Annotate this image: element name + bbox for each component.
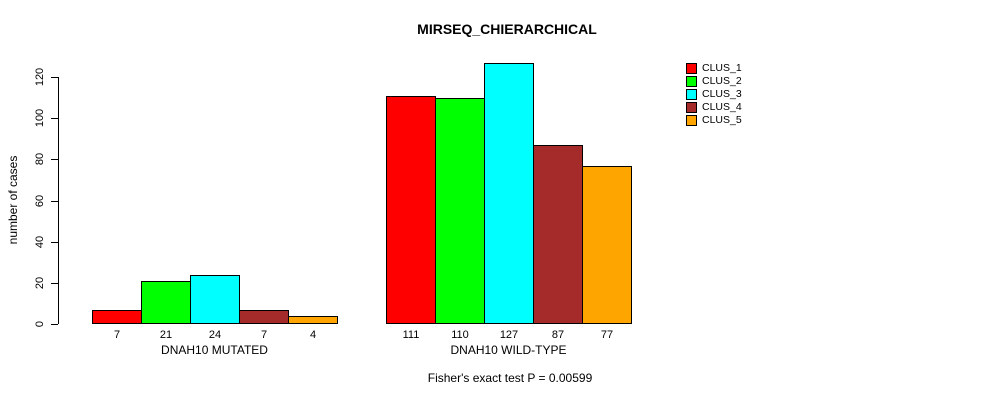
legend-swatch-icon [686, 115, 697, 126]
legend-item-clus_3: CLUS_3 [686, 88, 742, 101]
y-tick-mark [51, 77, 58, 78]
legend: CLUS_1 CLUS_2 CLUS_3 CLUS_4 CLUS_5 [686, 62, 742, 127]
chart-title: MIRSEQ_CHIERARCHICAL [417, 21, 597, 37]
y-tick-label: 60 [34, 194, 46, 208]
bar-clus_4-wild-type [533, 145, 583, 324]
bar-value-label: 24 [208, 329, 222, 341]
bar-value-label: 4 [309, 329, 317, 341]
bar-clus_2-mutated [141, 281, 191, 324]
bar-clus_3-wild-type [484, 63, 534, 324]
legend-swatch-icon [686, 63, 697, 74]
y-tick-label: 120 [34, 67, 46, 87]
group-label: DNAH10 MUTATED [161, 343, 268, 357]
annotation-text: Fisher's exact test P = 0.00599 [427, 371, 593, 385]
bar-value-label: 111 [402, 329, 420, 341]
bar-value-label: 21 [159, 329, 173, 341]
bar-value-label: 87 [551, 329, 565, 341]
bar-clus_2-wild-type [435, 98, 485, 324]
legend-item-clus_2: CLUS_2 [686, 75, 742, 88]
y-axis-label: number of cases [6, 155, 20, 245]
group-label: DNAH10 WILD-TYPE [450, 343, 567, 357]
y-tick-mark [51, 283, 58, 284]
legend-label: CLUS_2 [702, 75, 742, 87]
legend-item-clus_1: CLUS_1 [686, 62, 742, 75]
y-tick-mark [51, 159, 58, 160]
y-tick-label: 0 [34, 320, 46, 328]
bar-value-label: 77 [600, 329, 614, 341]
y-axis-line [58, 77, 59, 324]
bar-clus_5-wild-type [582, 166, 632, 324]
legend-label: CLUS_1 [702, 62, 742, 74]
y-tick-label: 40 [34, 235, 46, 249]
legend-swatch-icon [686, 102, 697, 113]
legend-swatch-icon [686, 89, 697, 100]
bar-clus_4-mutated [239, 310, 289, 324]
legend-label: CLUS_5 [702, 114, 742, 126]
legend-label: CLUS_3 [702, 88, 742, 100]
legend-swatch-icon [686, 76, 697, 87]
bar-clus_5-mutated [288, 316, 338, 324]
y-tick-label: 20 [34, 276, 46, 290]
y-tick-mark [51, 324, 58, 325]
bar-value-label: 127 [499, 329, 519, 341]
bar-value-label: 7 [113, 329, 121, 341]
legend-item-clus_5: CLUS_5 [686, 114, 742, 127]
legend-item-clus_4: CLUS_4 [686, 101, 742, 114]
y-tick-label: 80 [34, 152, 46, 166]
bar-value-label: 110 [451, 329, 469, 341]
bar-value-label: 7 [260, 329, 268, 341]
y-tick-label: 100 [34, 108, 46, 128]
legend-label: CLUS_4 [702, 101, 742, 113]
bar-clus_1-mutated [92, 310, 142, 324]
bar-clus_1-wild-type [386, 96, 436, 324]
y-tick-mark [51, 118, 58, 119]
y-tick-mark [51, 242, 58, 243]
bar-clus_3-mutated [190, 275, 240, 324]
y-tick-mark [51, 201, 58, 202]
